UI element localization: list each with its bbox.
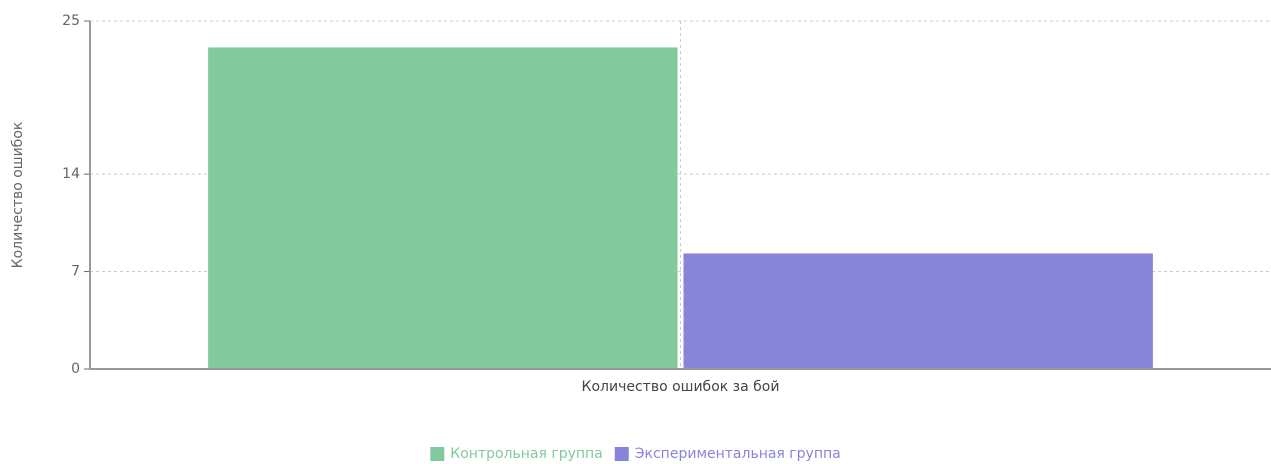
legend-swatch [614, 447, 629, 461]
y-tick-label: 7 [71, 264, 80, 280]
legend-label: Контрольная группа [450, 446, 602, 462]
legend-swatch [430, 447, 445, 461]
legend: Контрольная группа Экспериментальная груп… [430, 446, 841, 462]
x-tick-label: Количество ошибок за бой [582, 379, 780, 395]
legend-label: Экспериментальная группа [635, 446, 841, 462]
y-tick-label: 14 [62, 166, 80, 182]
y-tick-label: 0 [71, 361, 80, 377]
y-tick-label: 25 [62, 13, 80, 29]
y-axis-label: Количество ошибок [10, 122, 26, 269]
bar [208, 47, 678, 369]
bar [683, 253, 1153, 369]
